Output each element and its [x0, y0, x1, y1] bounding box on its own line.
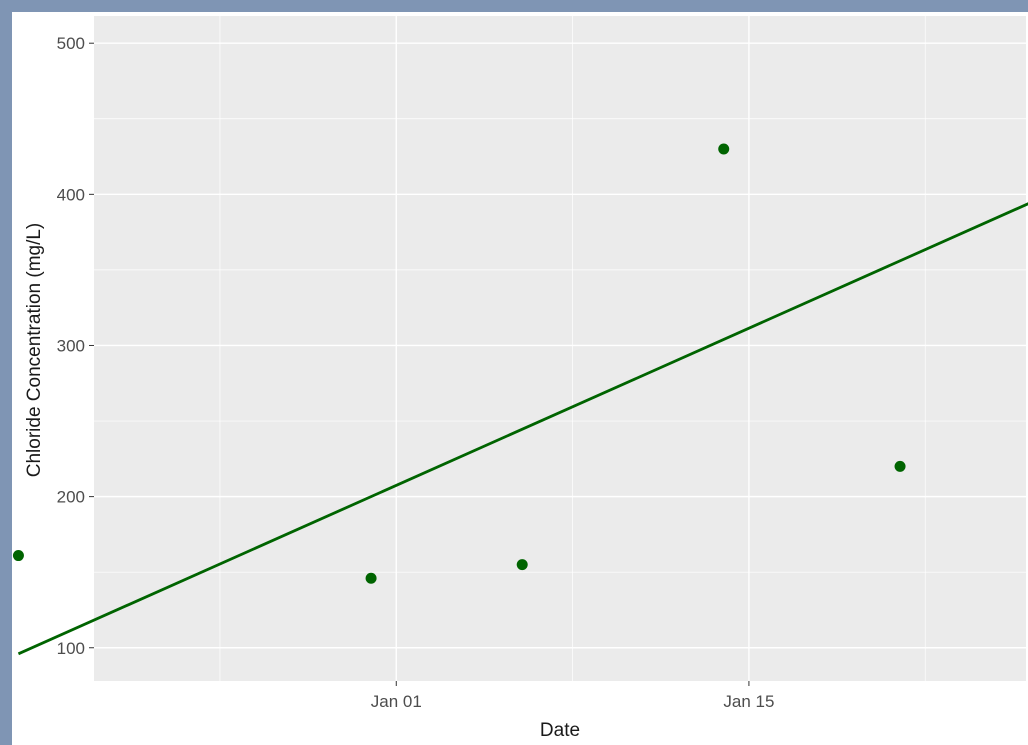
data-point [365, 572, 377, 584]
grid-minor [94, 16, 1026, 681]
data-point [718, 143, 730, 155]
y-axis-title: Chloride Concentration (mg/L) [24, 223, 45, 478]
data-point [12, 550, 24, 562]
chart: 100 200 300 400 500 Jan 01 Jan 15 Date Chlori… [12, 16, 1028, 741]
data-points [12, 143, 906, 584]
x-axis-title: Date [540, 720, 580, 741]
y-tick-label: 300 [57, 336, 85, 355]
plot-panel [94, 16, 1026, 681]
data-point [894, 460, 906, 472]
plot-canvas: 100 200 300 400 500 Jan 01 Jan 15 Date Chlori… [12, 12, 1028, 745]
trend-line-group [17, 202, 1028, 656]
y-tick-label: 200 [57, 488, 85, 507]
data-point [516, 559, 528, 571]
x-tick-label: Jan 15 [723, 692, 774, 711]
x-axis: Jan 01 Jan 15 [371, 681, 774, 711]
y-axis: 100 200 300 400 500 [57, 34, 94, 658]
y-tick-label: 100 [57, 639, 85, 658]
x-tick-label: Jan 01 [371, 692, 422, 711]
grid-major [94, 16, 1026, 681]
y-tick-label: 500 [57, 34, 85, 53]
y-tick-label: 400 [57, 185, 85, 204]
trend-line [17, 202, 1028, 656]
